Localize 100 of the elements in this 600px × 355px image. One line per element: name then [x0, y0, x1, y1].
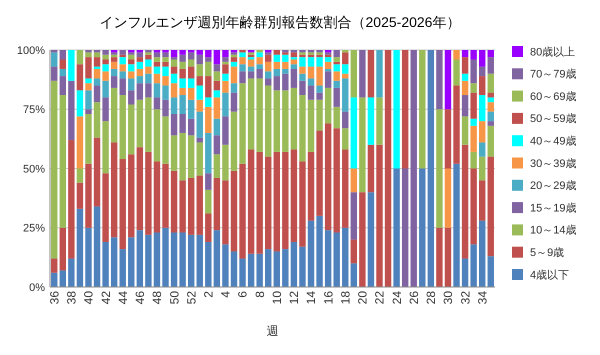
bar — [188, 52, 194, 60]
bar — [488, 92, 494, 98]
bar — [76, 116, 84, 168]
x-tick-label: 40 — [82, 290, 96, 304]
bar — [470, 126, 477, 152]
x-tick-label: 2 — [202, 290, 216, 298]
bar — [488, 74, 494, 93]
bar — [324, 54, 332, 58]
bar — [145, 74, 152, 84]
bar — [214, 118, 220, 136]
bar — [376, 97, 383, 145]
bar — [179, 78, 186, 88]
bar — [462, 80, 468, 96]
bar — [274, 50, 280, 55]
legend-label: 80歳以上 — [530, 45, 576, 58]
x-tick-label: 44 — [116, 290, 130, 304]
bar — [145, 59, 152, 67]
bar — [282, 152, 289, 250]
bar — [179, 68, 186, 78]
legend-label: 30～39歳 — [530, 156, 576, 170]
bar — [265, 86, 272, 157]
bar — [128, 237, 134, 287]
bar — [274, 62, 280, 69]
bar — [76, 50, 84, 64]
bar — [51, 80, 58, 259]
bar — [154, 62, 160, 67]
bar — [290, 88, 298, 150]
bar — [453, 86, 460, 164]
bar — [188, 59, 194, 67]
bar — [188, 88, 194, 100]
bar — [188, 178, 194, 235]
bar — [333, 64, 340, 72]
bar — [94, 86, 100, 102]
bar — [205, 190, 212, 214]
bar — [76, 90, 84, 116]
x-tick-label: 46 — [133, 290, 148, 304]
x-tick-label: 28 — [424, 290, 438, 304]
bar — [350, 168, 358, 192]
bar — [120, 78, 126, 96]
bar — [188, 100, 194, 119]
bar — [205, 62, 212, 76]
bar — [419, 168, 426, 287]
bar — [196, 64, 203, 76]
bar — [368, 144, 374, 192]
bar — [324, 230, 332, 287]
bar — [102, 173, 109, 242]
bar — [470, 83, 477, 93]
bar — [488, 256, 494, 287]
bar — [265, 71, 272, 78]
bar — [342, 150, 348, 228]
bar — [128, 64, 134, 72]
bar — [248, 78, 254, 150]
bar — [333, 57, 340, 62]
bar — [256, 68, 263, 78]
bar — [265, 156, 272, 250]
x-tick-label: 24 — [390, 290, 404, 304]
bar — [94, 57, 100, 67]
bar — [196, 54, 203, 64]
bar — [478, 180, 486, 221]
bar — [290, 52, 298, 58]
bar — [333, 88, 340, 107]
bar — [230, 57, 238, 62]
bar — [230, 66, 238, 84]
bar — [205, 242, 212, 287]
bar — [444, 50, 452, 110]
bar — [453, 59, 460, 86]
bar — [162, 228, 169, 287]
bar — [248, 66, 254, 72]
bar — [205, 97, 212, 107]
legend-label: 15～19歳 — [530, 201, 576, 214]
bar — [359, 50, 366, 98]
bar — [256, 152, 263, 254]
bar — [110, 142, 118, 238]
bar — [230, 112, 238, 171]
bar — [205, 57, 212, 62]
bar — [85, 83, 92, 90]
bar — [333, 71, 340, 81]
bar — [342, 52, 348, 64]
legend-label: 20～29歳 — [530, 179, 576, 192]
bar — [342, 78, 348, 112]
bar — [102, 50, 109, 55]
bar — [179, 62, 186, 69]
bar — [76, 208, 84, 287]
bar — [154, 232, 160, 287]
bar — [170, 232, 178, 287]
x-tick-label: 48 — [150, 290, 164, 304]
bar — [51, 258, 58, 273]
bar — [488, 156, 494, 256]
bar — [274, 76, 280, 90]
bar — [222, 92, 229, 116]
bar — [342, 74, 348, 78]
bar — [128, 59, 134, 64]
bar — [102, 121, 109, 174]
bar — [110, 88, 118, 142]
bar — [308, 54, 314, 58]
bar — [170, 114, 178, 136]
bar — [205, 173, 212, 190]
bar — [154, 97, 160, 110]
bar — [102, 59, 109, 64]
bar — [248, 59, 254, 67]
